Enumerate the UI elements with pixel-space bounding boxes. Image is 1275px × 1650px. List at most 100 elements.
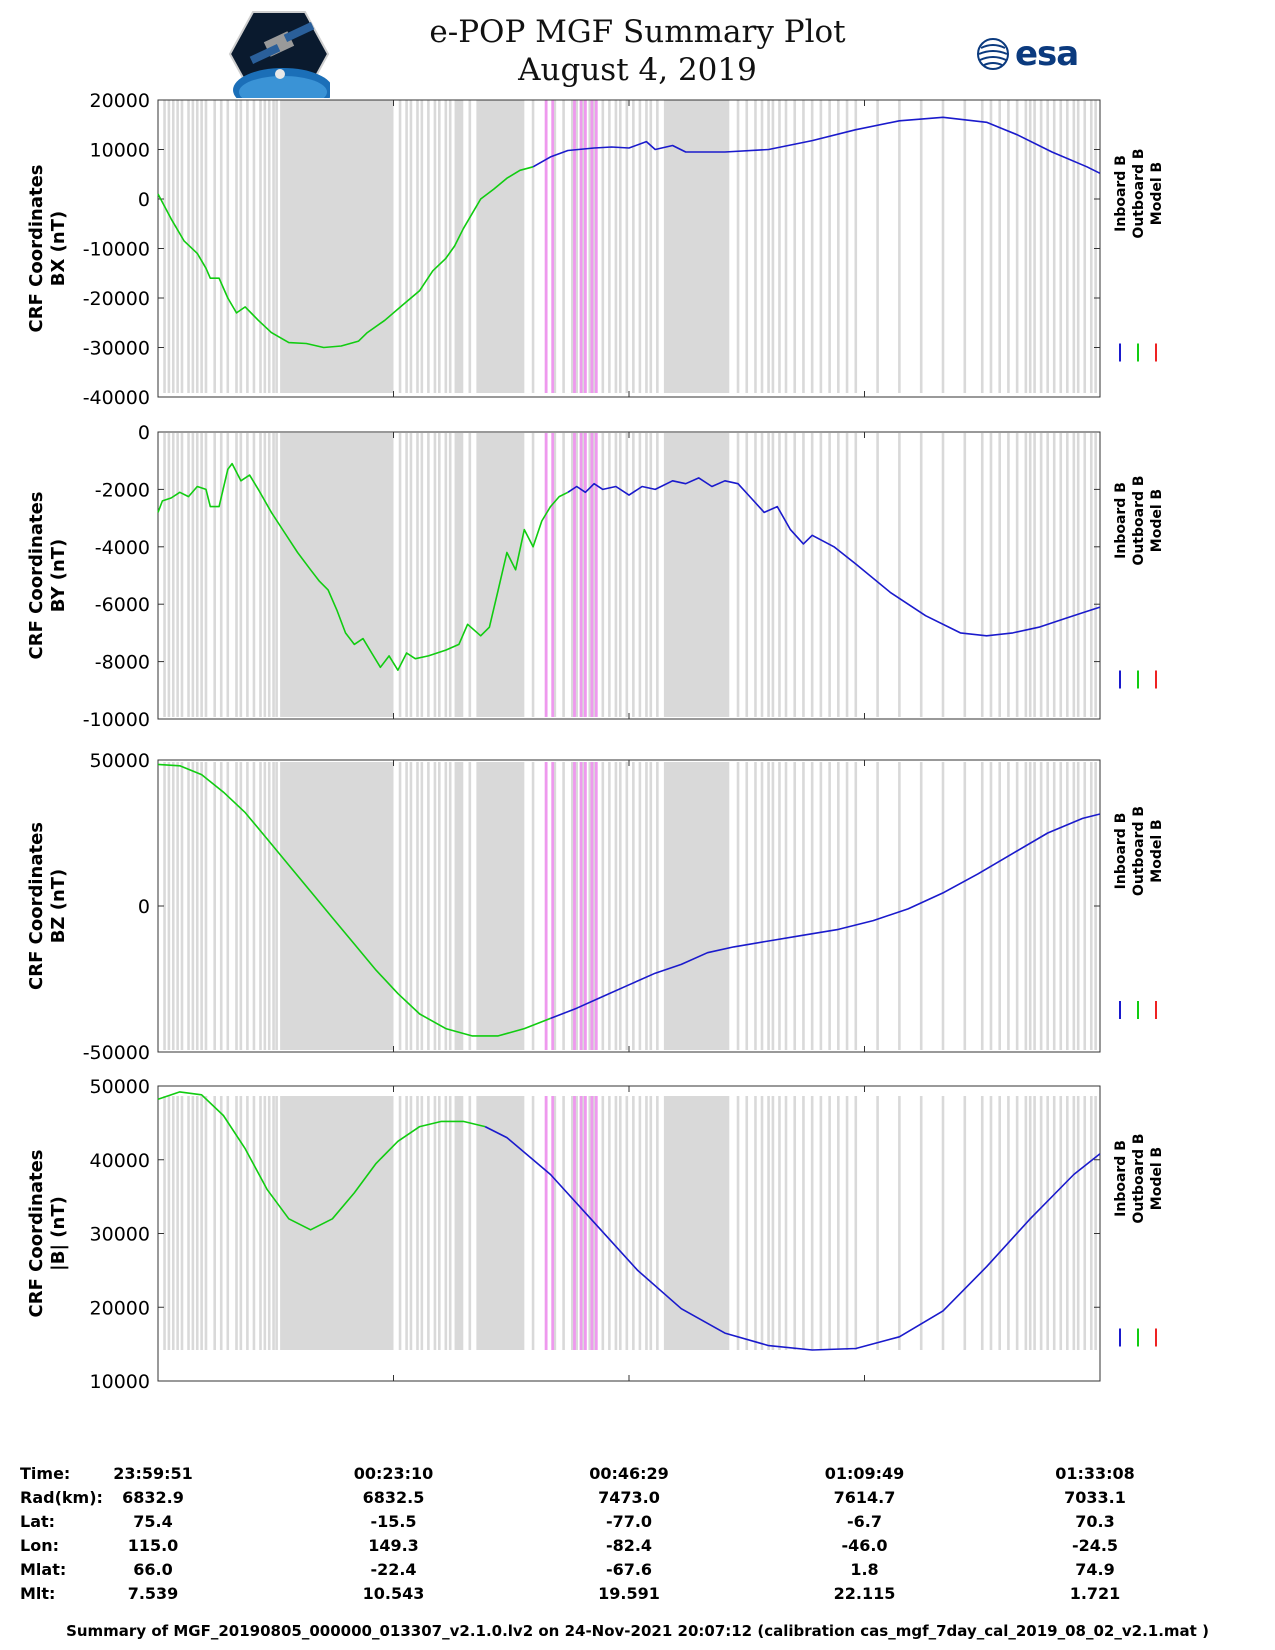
pink-band <box>573 433 576 717</box>
gray-band <box>963 100 967 393</box>
legend-label: Model B <box>1149 489 1165 552</box>
panel-1: 20000 10000 0 -10000 -20000 -30000 -40000 CRF C… <box>26 90 1165 409</box>
gray-band <box>219 1096 223 1350</box>
gray-band <box>618 1096 622 1350</box>
gray-band <box>784 433 788 717</box>
ephemeris-value: -15.5 <box>370 1512 417 1531</box>
gray-band <box>1059 1096 1063 1350</box>
gray-band <box>437 100 441 393</box>
gray-block <box>476 100 525 393</box>
esa-logo-text: esa <box>1015 34 1079 74</box>
y-tick-label: -20000 <box>83 288 150 310</box>
esa-logo: esa <box>975 34 1079 74</box>
gray-band <box>246 1096 249 1350</box>
gray-band <box>625 433 629 717</box>
gray-band <box>656 1096 659 1350</box>
gray-band <box>1089 100 1093 393</box>
gray-band <box>553 1096 557 1350</box>
gray-band <box>1007 100 1010 393</box>
gray-band <box>571 433 574 717</box>
gray-band <box>771 433 775 717</box>
gray-band <box>191 433 195 717</box>
series-outboard-b <box>157 1091 486 1231</box>
pink-band <box>544 100 548 393</box>
gray-band <box>1046 433 1049 717</box>
gray-band <box>259 1096 262 1350</box>
pink-band <box>583 762 587 1050</box>
y-tick-label: 0 <box>138 189 150 211</box>
gray-band <box>1015 433 1019 717</box>
gray-band <box>433 100 437 393</box>
gray-band <box>272 762 275 1050</box>
gray-band <box>771 762 775 1050</box>
gray-band <box>235 1096 238 1350</box>
gray-band <box>571 1096 574 1350</box>
gray-band <box>625 762 629 1050</box>
gray-band <box>1033 433 1036 717</box>
gray-band <box>444 100 448 393</box>
gray-band <box>1033 1096 1036 1350</box>
gray-band <box>632 1096 635 1350</box>
y-axis-label-line: |B| (nT) <box>48 1196 69 1271</box>
gray-band <box>963 762 967 1050</box>
gray-band <box>167 1096 171 1350</box>
gray-band <box>444 762 448 1050</box>
gray-band <box>180 433 184 717</box>
gray-band <box>771 1096 775 1350</box>
gray-band <box>754 762 757 1050</box>
gray-band <box>200 1096 203 1350</box>
gray-band <box>252 1096 256 1350</box>
gray-band <box>1072 433 1076 717</box>
gray-band <box>191 1096 195 1350</box>
ephemeris-value: 6832.9 <box>122 1488 184 1507</box>
gray-band <box>200 762 203 1050</box>
page-title: e-POP MGF Summary Plot <box>429 14 846 50</box>
gray-band <box>200 100 203 393</box>
pink-band <box>594 433 598 717</box>
gray-band <box>845 433 849 717</box>
ephemeris-row-label: Lat: <box>20 1512 56 1531</box>
gray-band <box>980 762 984 1050</box>
gray-band <box>213 762 216 1050</box>
gray-band <box>420 1096 424 1350</box>
gray-band <box>448 100 452 393</box>
gray-band <box>263 433 267 717</box>
gray-band <box>204 762 208 1050</box>
legend-label: Inboard B <box>1113 155 1129 232</box>
gray-band <box>239 433 243 717</box>
gray-band <box>275 433 278 717</box>
gray-block <box>476 762 525 1050</box>
pink-band <box>583 1096 587 1350</box>
y-axis-label-line: BY (nT) <box>48 539 69 613</box>
gray-block <box>476 1096 525 1350</box>
gray-band <box>989 1096 993 1350</box>
ephemeris-value: -67.6 <box>605 1560 653 1579</box>
gray-band <box>854 1096 858 1350</box>
gray-band <box>468 762 472 1050</box>
gray-band <box>252 100 256 393</box>
ephemeris-row-label: Mlat: <box>20 1560 67 1579</box>
gray-band <box>219 762 223 1050</box>
gray-band <box>963 1096 967 1350</box>
ephemeris-value: -82.4 <box>605 1536 653 1555</box>
gray-band <box>409 433 413 717</box>
legend-label: Model B <box>1149 819 1165 882</box>
gray-band <box>1007 433 1010 717</box>
gray-band <box>1076 1096 1080 1350</box>
gray-band <box>588 1096 592 1350</box>
gray-band <box>1046 100 1049 393</box>
pink-band <box>544 762 548 1050</box>
y-tick-label: -2000 <box>95 479 150 501</box>
ephemeris-value: 74.9 <box>1075 1560 1115 1579</box>
gray-band <box>267 762 271 1050</box>
legend-label: Inboard B <box>1113 1140 1129 1217</box>
gray-band <box>898 100 901 393</box>
pink-band <box>551 762 555 1050</box>
gray-band <box>187 433 190 717</box>
gray-band <box>398 762 402 1050</box>
series-inboard-b <box>484 1125 1101 1351</box>
gray-band <box>1065 762 1069 1050</box>
gray-band <box>802 1096 805 1350</box>
gray-band <box>614 100 618 393</box>
gray-band <box>760 1096 764 1350</box>
